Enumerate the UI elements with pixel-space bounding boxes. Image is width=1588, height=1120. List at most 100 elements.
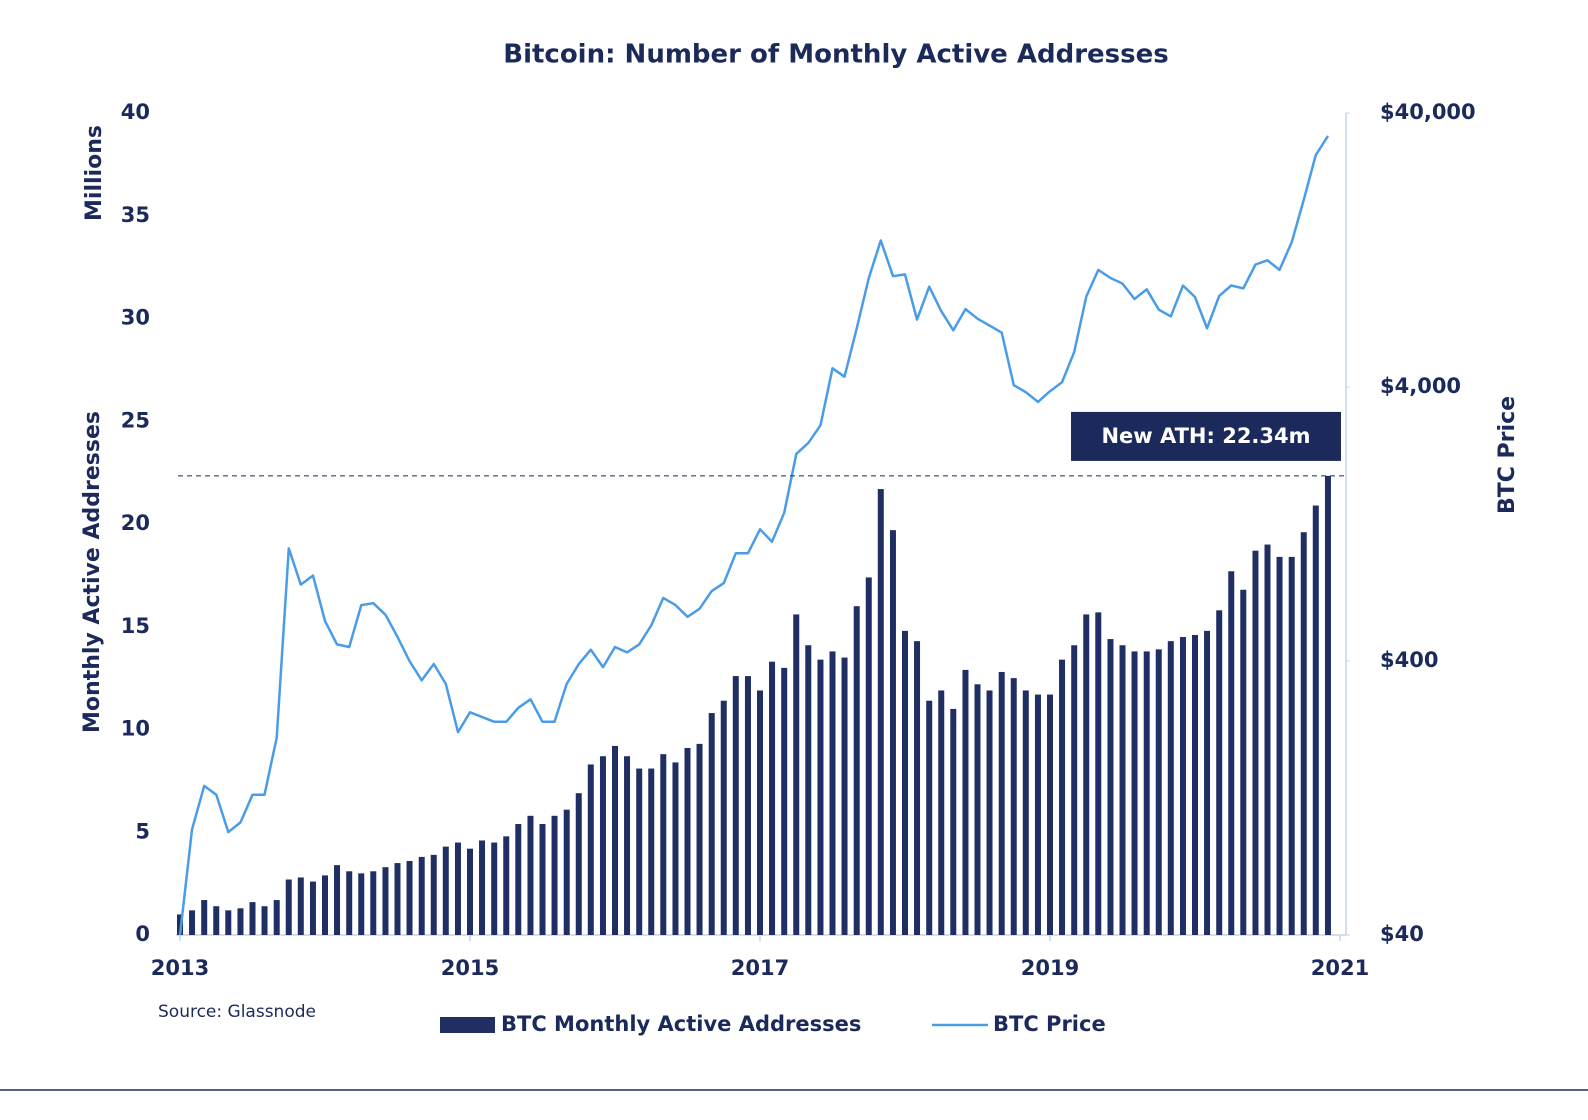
y-tick-label: 20	[121, 511, 150, 535]
bar	[358, 873, 365, 935]
x-tick-label: 2021	[1311, 956, 1369, 980]
bar	[744, 676, 751, 935]
bar	[261, 906, 268, 935]
x-tick-label: 2015	[441, 956, 499, 980]
y-tick-label: 40	[121, 100, 150, 124]
bar	[1059, 659, 1066, 935]
bar	[1047, 694, 1053, 935]
bar	[1143, 651, 1150, 935]
y-axis-label: Monthly Active Addresses	[80, 411, 105, 733]
x-tick-label: 2019	[1021, 956, 1079, 980]
bar	[708, 713, 715, 935]
legend-label: BTC Price	[993, 1012, 1106, 1036]
bar	[829, 651, 836, 935]
bar	[201, 900, 208, 935]
bar	[1240, 589, 1247, 935]
bar	[1324, 475, 1331, 935]
bar	[769, 661, 776, 935]
bar	[503, 836, 510, 935]
bar	[781, 667, 788, 935]
bar	[1022, 690, 1029, 935]
bar	[563, 809, 570, 935]
y2-tick-label: $40	[1380, 922, 1424, 946]
bar	[805, 645, 812, 935]
y-tick-label: 35	[121, 203, 150, 227]
bar	[853, 606, 860, 935]
x-tick-label: 2017	[731, 956, 789, 980]
bar	[1131, 651, 1138, 935]
bar	[612, 745, 618, 935]
bar	[1034, 694, 1041, 935]
bar	[1276, 556, 1283, 935]
x-tick-label: 2013	[151, 956, 209, 980]
bar	[648, 768, 655, 935]
y-tick-label: 5	[135, 819, 150, 843]
bar	[660, 754, 667, 935]
bar	[938, 690, 945, 935]
bar	[950, 708, 957, 935]
bar	[998, 671, 1005, 935]
legend-swatch	[440, 1017, 495, 1033]
bar	[902, 630, 908, 935]
bar	[624, 756, 631, 935]
y-tick-label: 0	[135, 922, 150, 946]
bar	[877, 489, 884, 935]
bar	[1216, 610, 1223, 935]
bar	[889, 530, 896, 935]
bar	[406, 861, 413, 935]
bar	[865, 577, 872, 935]
bar	[309, 881, 316, 935]
bar	[394, 863, 401, 935]
bar	[1095, 612, 1102, 935]
bar	[273, 900, 280, 935]
bar	[696, 743, 703, 935]
y-unit-label: Millions	[82, 125, 107, 221]
y-tick-label: 25	[121, 408, 150, 432]
bar	[430, 854, 437, 935]
bar	[551, 815, 558, 935]
bar	[672, 762, 679, 935]
bar	[1228, 571, 1235, 935]
y2-tick-label: $40,000	[1380, 100, 1476, 124]
bar	[841, 657, 848, 935]
bar	[926, 700, 933, 935]
bar	[1192, 634, 1198, 935]
bar	[334, 865, 341, 935]
bar	[382, 867, 389, 935]
annotation-text: New ATH: 22.34m	[1101, 424, 1310, 448]
bar	[817, 659, 824, 935]
bar	[515, 824, 522, 935]
bar	[986, 690, 993, 935]
bar	[539, 824, 546, 935]
bar	[1312, 505, 1319, 935]
bar	[732, 676, 739, 935]
bar	[974, 684, 981, 935]
bar	[297, 877, 304, 935]
bar	[225, 910, 232, 935]
bar	[454, 842, 461, 935]
y2-tick-label: $400	[1380, 648, 1438, 672]
bar	[636, 768, 643, 935]
y-tick-label: 10	[121, 717, 150, 741]
bar	[962, 669, 969, 935]
bar	[189, 910, 196, 935]
bar	[1083, 614, 1090, 935]
bar	[346, 871, 353, 935]
bar	[587, 764, 594, 935]
bar	[1204, 630, 1211, 935]
bar	[1010, 678, 1017, 935]
bar	[322, 875, 328, 935]
bar	[418, 856, 425, 935]
bar	[1167, 641, 1174, 935]
bar	[914, 641, 921, 935]
y-tick-label: 15	[121, 614, 150, 638]
bar	[527, 815, 534, 935]
bar	[442, 846, 449, 935]
bar	[575, 793, 582, 935]
bar	[720, 700, 727, 935]
bar	[249, 902, 256, 935]
source-note: Source: Glassnode	[158, 1002, 316, 1022]
price-line	[178, 135, 1330, 936]
bar	[370, 871, 377, 935]
bar	[1179, 637, 1186, 935]
